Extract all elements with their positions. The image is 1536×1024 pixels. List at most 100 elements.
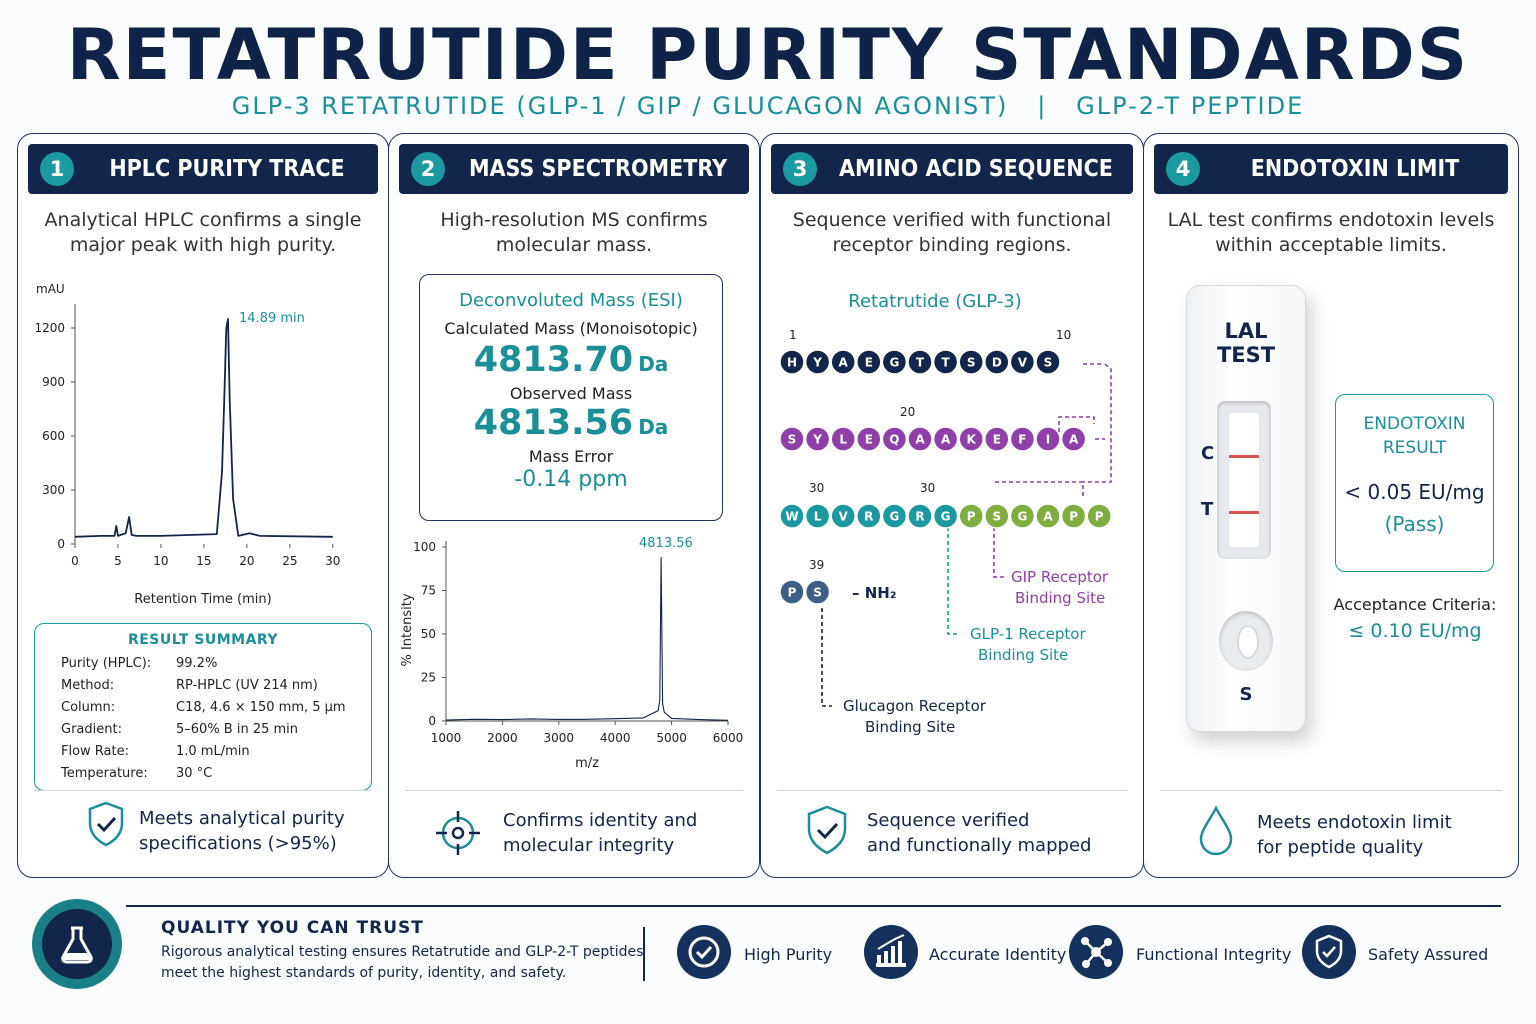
footer-line: for peptide quality [1257, 837, 1424, 858]
row2-residue [1060, 426, 1087, 452]
row4-residue-letter: S [813, 586, 822, 600]
residue-number: 30 [920, 481, 935, 495]
row1-residue-letter: D [992, 356, 1002, 370]
control-line [1229, 455, 1259, 458]
sequence-diagram: Retatrutide (GLP-3) 1 10 20 30 30 39 – N… [779, 291, 1112, 736]
row3-residue [881, 503, 908, 529]
panel-description: Analytical HPLC confirms a single major … [38, 208, 368, 258]
panel-header: 2 MASS SPECTROMETRY [399, 144, 749, 194]
row2-residue [856, 426, 882, 452]
glucagon-label: Binding Site [865, 718, 955, 736]
lal-label: LAL TEST [1187, 319, 1305, 367]
row2-residue [958, 426, 984, 452]
badge-label: Safety Assured [1368, 945, 1489, 964]
y-tick-label: 600 [42, 429, 65, 443]
row3-residue-letter: G [1017, 510, 1027, 524]
row2-residue [881, 426, 908, 452]
endotoxin-value: < 0.05 EU/mg [1344, 480, 1485, 504]
summary-key: Flow Rate: [61, 744, 129, 759]
badge-label: Functional Integrity [1136, 945, 1292, 964]
x-tick-label: 30 [325, 554, 340, 568]
glucagon-leader [821, 608, 832, 707]
footer-line: Meets analytical purity [139, 808, 345, 829]
bar-chart-icon [864, 925, 918, 979]
mass-box-title: Deconvoluted Mass (ESI) [459, 290, 683, 311]
panel-number: 4 [1166, 152, 1200, 186]
row1-residue [856, 349, 882, 375]
row1-residue-letter: S [967, 356, 976, 370]
row1-residue-letter: G [889, 356, 899, 370]
panel-footer: Meets endotoxin limit for peptide qualit… [1257, 810, 1452, 860]
panel-endotoxin: 4 ENDOTOXIN LIMIT LAL test confirms endo… [1143, 133, 1519, 878]
calc-mass-value: 4813.70 [473, 340, 634, 380]
droplet-icon [1199, 805, 1233, 856]
y-tick-label: 0 [428, 714, 436, 728]
panel-mass-spec: 2 MASS SPECTROMETRY High-resolution MS c… [388, 133, 760, 878]
divider [777, 790, 1127, 791]
summary-key: Method: [61, 678, 115, 693]
row2-residue-letter: I [1046, 433, 1050, 447]
row2-residue [1035, 426, 1061, 452]
gip-label: Binding Site [1015, 589, 1105, 607]
row1-residue-letter: T [942, 356, 951, 370]
glucagon-label: Glucagon Receptor [843, 697, 987, 715]
row3-residue-letter: R [915, 510, 924, 524]
panel-title: MASS SPECTROMETRY [468, 156, 728, 182]
row3-residue-letter: P [1069, 510, 1078, 524]
x-tick-label: 1000 [431, 731, 462, 745]
gip-leader [993, 513, 1004, 578]
row3-residue [856, 503, 882, 529]
row3-residue-letter: P [967, 510, 976, 524]
row2-residue-letter: A [1069, 433, 1079, 447]
hplc-chart: mAU 14.89 min Retention Time (min) 03006… [34, 282, 340, 607]
panel-description: High-resolution MS confirms molecular ma… [409, 208, 739, 258]
gip-connector [993, 481, 1084, 496]
x-tick-label: 0 [71, 554, 79, 568]
row1-residue [804, 349, 831, 375]
page-subtitle: GLP-3 RETATRUTIDE (GLP-1 / GIP / GLUCAGO… [231, 92, 1305, 120]
row2-residue [830, 426, 856, 452]
mass-result-box: Deconvoluted Mass (ESI) Calculated Mass … [419, 274, 723, 521]
panel-title: AMINO ACID SEQUENCE [839, 156, 1113, 182]
result-heading: ENDOTOXIN RESULT [1336, 412, 1493, 460]
panel-number: 2 [411, 152, 445, 186]
footer-line: specifications (>95%) [139, 833, 337, 854]
summary-key: Temperature: [61, 766, 148, 781]
gip-label: GIP Receptor [1011, 568, 1109, 586]
sample-marker: S [1239, 684, 1253, 705]
panel-title: ENDOTOXIN LIMIT [1250, 156, 1460, 182]
desc-line: molecular mass. [495, 234, 653, 256]
row2-residue [932, 426, 959, 452]
row2-residue-letter: Y [812, 433, 822, 447]
row2-residue-letter: E [865, 433, 873, 447]
x-tick-label: 15 [196, 554, 211, 568]
mass-unit: Da [638, 352, 669, 376]
footer-line: molecular integrity [503, 835, 675, 856]
row3-residue [1009, 503, 1036, 529]
row1-residue-letter: H [787, 356, 797, 370]
divider [1160, 790, 1502, 791]
desc-line: Analytical HPLC confirms a single [44, 209, 362, 231]
row1-residue [881, 349, 908, 375]
row1-residue [779, 349, 805, 375]
row2-residue [804, 426, 831, 452]
summary-value: RP-HPLC (UV 214 nm) [176, 678, 318, 693]
y-tick-label: 25 [421, 671, 436, 685]
row3-residue-letter: V [839, 510, 849, 524]
row1-residue [1035, 349, 1061, 375]
panel-header: 3 AMINO ACID SEQUENCE [771, 144, 1133, 194]
endotoxin-result-box: ENDOTOXIN RESULT < 0.05 EU/mg (Pass) [1335, 394, 1494, 572]
shield-check-icon [807, 805, 847, 855]
y-tick-label: 50 [421, 627, 436, 641]
residue-number: 39 [809, 558, 824, 572]
summary-key: Purity (HPLC): [61, 656, 152, 671]
row1-residue-letter: T [916, 356, 925, 370]
row1-residue [830, 349, 856, 375]
summary-value: 30 °C [176, 766, 213, 781]
row2-residue-letter: A [915, 433, 925, 447]
badge-label: Accurate Identity [929, 945, 1067, 964]
flask-badge-inner [42, 909, 112, 979]
footer-line: Sequence verified [867, 810, 1030, 831]
c-terminus-label: – NH₂ [852, 584, 896, 602]
glp1-leader [947, 513, 958, 635]
